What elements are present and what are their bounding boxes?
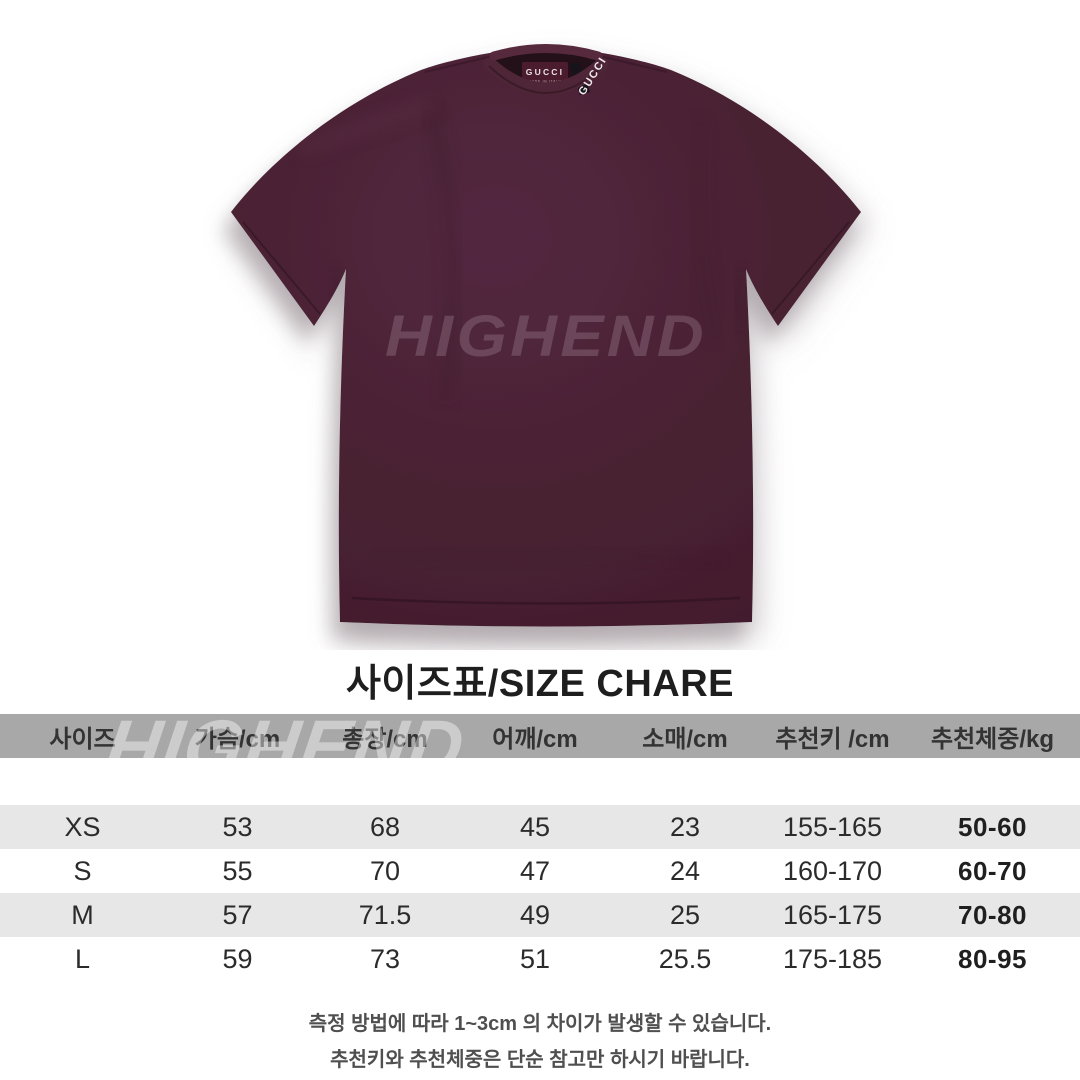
size-table: 사이즈 가슴/cm 총장/cm 어깨/cm 소매/cm 추천키 /cm 추천체중… — [0, 714, 1080, 981]
header-length: 총장/cm — [342, 725, 428, 753]
header-weight: 추천체중/kg — [931, 725, 1054, 753]
cell-shoulder: 49 — [519, 899, 551, 930]
cell-weight: 60-70 — [958, 855, 1027, 886]
size-table-header-row: 사이즈 가슴/cm 총장/cm 어깨/cm 소매/cm 추천키 /cm 추천체중… — [0, 714, 1080, 758]
cell-shoulder: 45 — [519, 811, 551, 842]
table-row-l: L 59 73 51 25.5 175-185 80-95 — [0, 937, 1080, 981]
cell-weight: 70-80 — [958, 899, 1027, 930]
cell-sleeve: 24 — [669, 855, 701, 886]
cell-weight: 50-60 — [958, 811, 1027, 842]
measurement-notes: 측정 방법에 따라 1~3cm 의 차이가 발생할 수 있습니다. 추천키와 추… — [0, 1006, 1080, 1078]
cell-size: XS — [64, 811, 101, 842]
cell-length: 73 — [369, 943, 401, 974]
header-height: 추천키 /cm — [775, 725, 890, 753]
cell-height: 175-185 — [782, 943, 883, 974]
cell-length: 68 — [369, 811, 401, 842]
header-sleeve: 소매/cm — [642, 725, 728, 753]
cell-height: 155-165 — [782, 811, 883, 842]
table-spacer — [0, 758, 1080, 805]
collar-label-subtext: MADE IN ITALY — [529, 80, 562, 84]
cell-size: M — [71, 899, 94, 930]
cell-length: 70 — [369, 855, 401, 886]
cell-chest: 57 — [222, 899, 253, 930]
size-chart-title: 사이즈표/SIZE CHARE — [345, 663, 735, 705]
cell-sleeve: 25.5 — [658, 943, 712, 974]
cell-shoulder: 51 — [519, 943, 551, 974]
cell-weight: 80-95 — [958, 943, 1027, 974]
fabric-folds — [296, 95, 751, 571]
cell-shoulder: 47 — [519, 855, 551, 886]
tshirt-illustration: GUCCI MADE IN ITALY GUCCI HIGHEND — [231, 44, 861, 627]
cell-chest: 59 — [222, 943, 253, 974]
cell-size: L — [74, 943, 91, 974]
header-chest: 가슴/cm — [194, 725, 281, 753]
collar: GUCCI MADE IN ITALY GUCCI — [483, 44, 609, 98]
photo-watermark: HIGHEND — [385, 304, 707, 369]
cell-chest: 53 — [222, 811, 253, 842]
header-size: 사이즈 — [49, 725, 116, 753]
cell-height: 165-175 — [782, 899, 883, 930]
note-line-1: 측정 방법에 따라 1~3cm 의 차이가 발생할 수 있습니다. — [308, 1013, 772, 1035]
table-row-m: M 57 71.5 49 25 165-175 70-80 — [0, 893, 1080, 937]
collar-brand-label — [522, 62, 568, 86]
collar-brand-label-text: GUCCI — [526, 67, 564, 77]
cell-sleeve: 25 — [669, 899, 701, 930]
product-photo: GUCCI MADE IN ITALY GUCCI HIGHEND — [231, 44, 861, 627]
header-shoulder: 어깨/cm — [492, 725, 578, 753]
stitch-lines — [242, 54, 850, 605]
cell-sleeve: 23 — [669, 811, 701, 842]
cell-chest: 55 — [222, 855, 253, 886]
table-row-xs: XS 53 68 45 23 155-165 50-60 — [0, 805, 1080, 849]
cell-size: S — [73, 855, 92, 886]
cell-height: 160-170 — [782, 855, 883, 886]
note-line-2: 추천키와 추천체중은 단순 참고만 하시기 바랍니다. — [330, 1049, 750, 1071]
table-row-s: S 55 70 47 24 160-170 60-70 — [0, 849, 1080, 893]
cell-length: 71.5 — [358, 899, 412, 930]
